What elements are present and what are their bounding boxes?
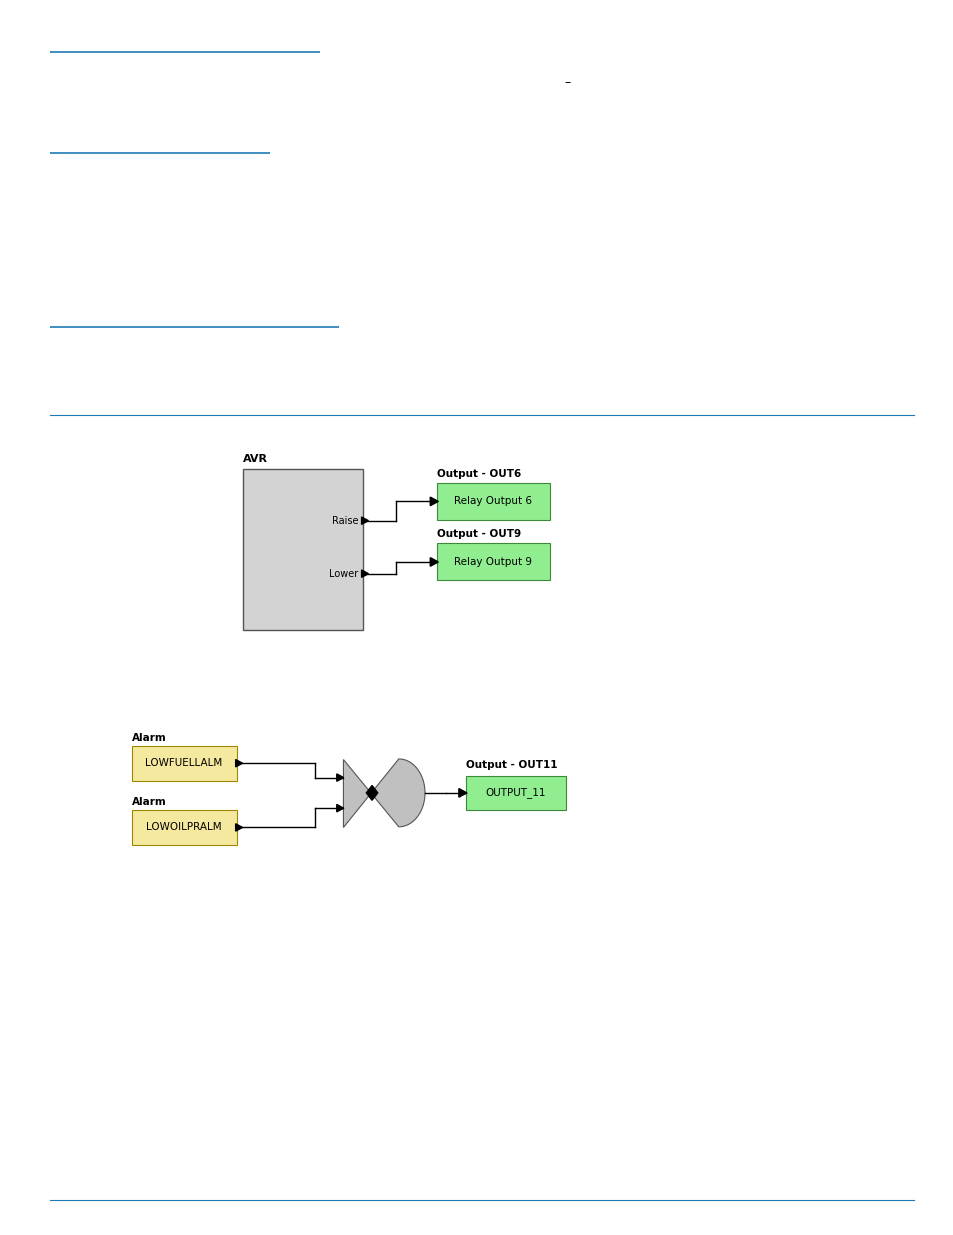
Text: Lower: Lower bbox=[329, 568, 358, 579]
Text: AVR: AVR bbox=[243, 454, 268, 464]
Polygon shape bbox=[361, 517, 368, 525]
Text: LOWOILPRALM: LOWOILPRALM bbox=[146, 823, 222, 832]
Text: OUTPUT_11: OUTPUT_11 bbox=[485, 788, 545, 798]
Text: Alarm: Alarm bbox=[132, 734, 166, 743]
FancyBboxPatch shape bbox=[436, 483, 549, 520]
Text: LOWFUELLALM: LOWFUELLALM bbox=[146, 758, 222, 768]
Polygon shape bbox=[336, 774, 343, 782]
Polygon shape bbox=[235, 824, 242, 831]
Text: Output - OUT6: Output - OUT6 bbox=[436, 469, 520, 479]
Text: Relay Output 6: Relay Output 6 bbox=[454, 496, 532, 506]
Polygon shape bbox=[343, 758, 424, 827]
Text: Output - OUT9: Output - OUT9 bbox=[436, 530, 520, 540]
Polygon shape bbox=[458, 789, 466, 798]
FancyBboxPatch shape bbox=[465, 776, 565, 810]
Text: Relay Output 9: Relay Output 9 bbox=[454, 557, 532, 567]
Text: Raise: Raise bbox=[332, 516, 358, 526]
Polygon shape bbox=[430, 558, 437, 566]
Polygon shape bbox=[361, 571, 368, 578]
Text: –: – bbox=[564, 77, 571, 89]
FancyBboxPatch shape bbox=[436, 543, 549, 580]
Text: Alarm: Alarm bbox=[132, 798, 166, 808]
Polygon shape bbox=[366, 785, 377, 800]
Polygon shape bbox=[430, 498, 437, 506]
Polygon shape bbox=[235, 760, 242, 767]
FancyBboxPatch shape bbox=[132, 810, 236, 845]
Text: Output - OUT11: Output - OUT11 bbox=[465, 761, 557, 771]
Polygon shape bbox=[336, 804, 343, 811]
FancyBboxPatch shape bbox=[132, 746, 236, 781]
FancyBboxPatch shape bbox=[243, 469, 362, 630]
